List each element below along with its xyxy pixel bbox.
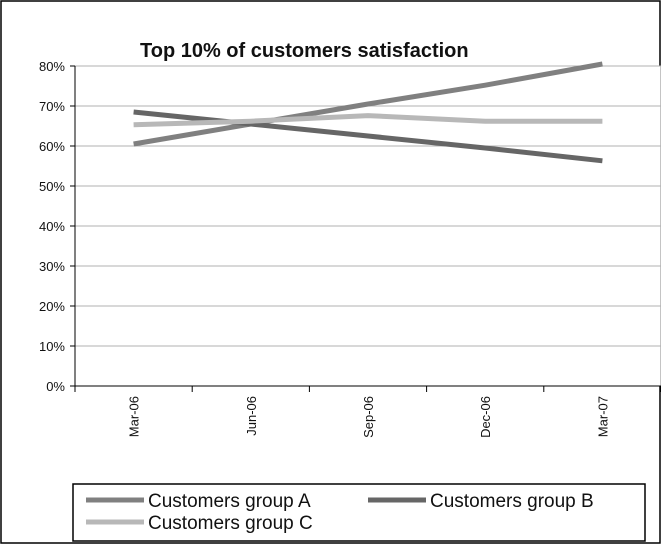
legend: Customers group A Customers group B Custom… xyxy=(86,491,594,534)
x-tick-label: Dec-06 xyxy=(478,396,493,438)
legend-label-3: Customers group C xyxy=(148,513,313,534)
y-tick-label: 40% xyxy=(39,219,65,234)
legend-box xyxy=(72,483,646,542)
y-tick-label: 10% xyxy=(39,339,65,354)
y-tick-label: 50% xyxy=(39,179,65,194)
y-tick-label: 30% xyxy=(39,259,65,274)
series-line-1 xyxy=(133,61,603,147)
x-tick-label: Jun-06 xyxy=(244,396,259,436)
x-tick-label: Mar-06 xyxy=(127,396,142,437)
legend-label-2: Customers group B xyxy=(430,491,594,512)
axes: 0% 10% 20% 30% 40% 50% 60% 70% 80% Mar-06 Jun-06 Se… xyxy=(39,59,661,438)
series-lines xyxy=(133,61,603,164)
gridlines xyxy=(75,65,661,347)
x-tick-label: Mar-07 xyxy=(595,396,610,437)
legend-label-1: Customers group A xyxy=(148,491,311,512)
y-tick-label: 60% xyxy=(39,139,65,154)
series-line-3 xyxy=(133,113,603,128)
x-tick-label: Sep-06 xyxy=(361,396,376,438)
chart-title: Top 10% of customers satisfaction xyxy=(140,40,469,62)
y-tick-label: 20% xyxy=(39,299,65,314)
y-tick-label: 0% xyxy=(46,379,65,394)
y-tick-label: 80% xyxy=(39,59,65,74)
y-tick-label: 70% xyxy=(39,99,65,114)
